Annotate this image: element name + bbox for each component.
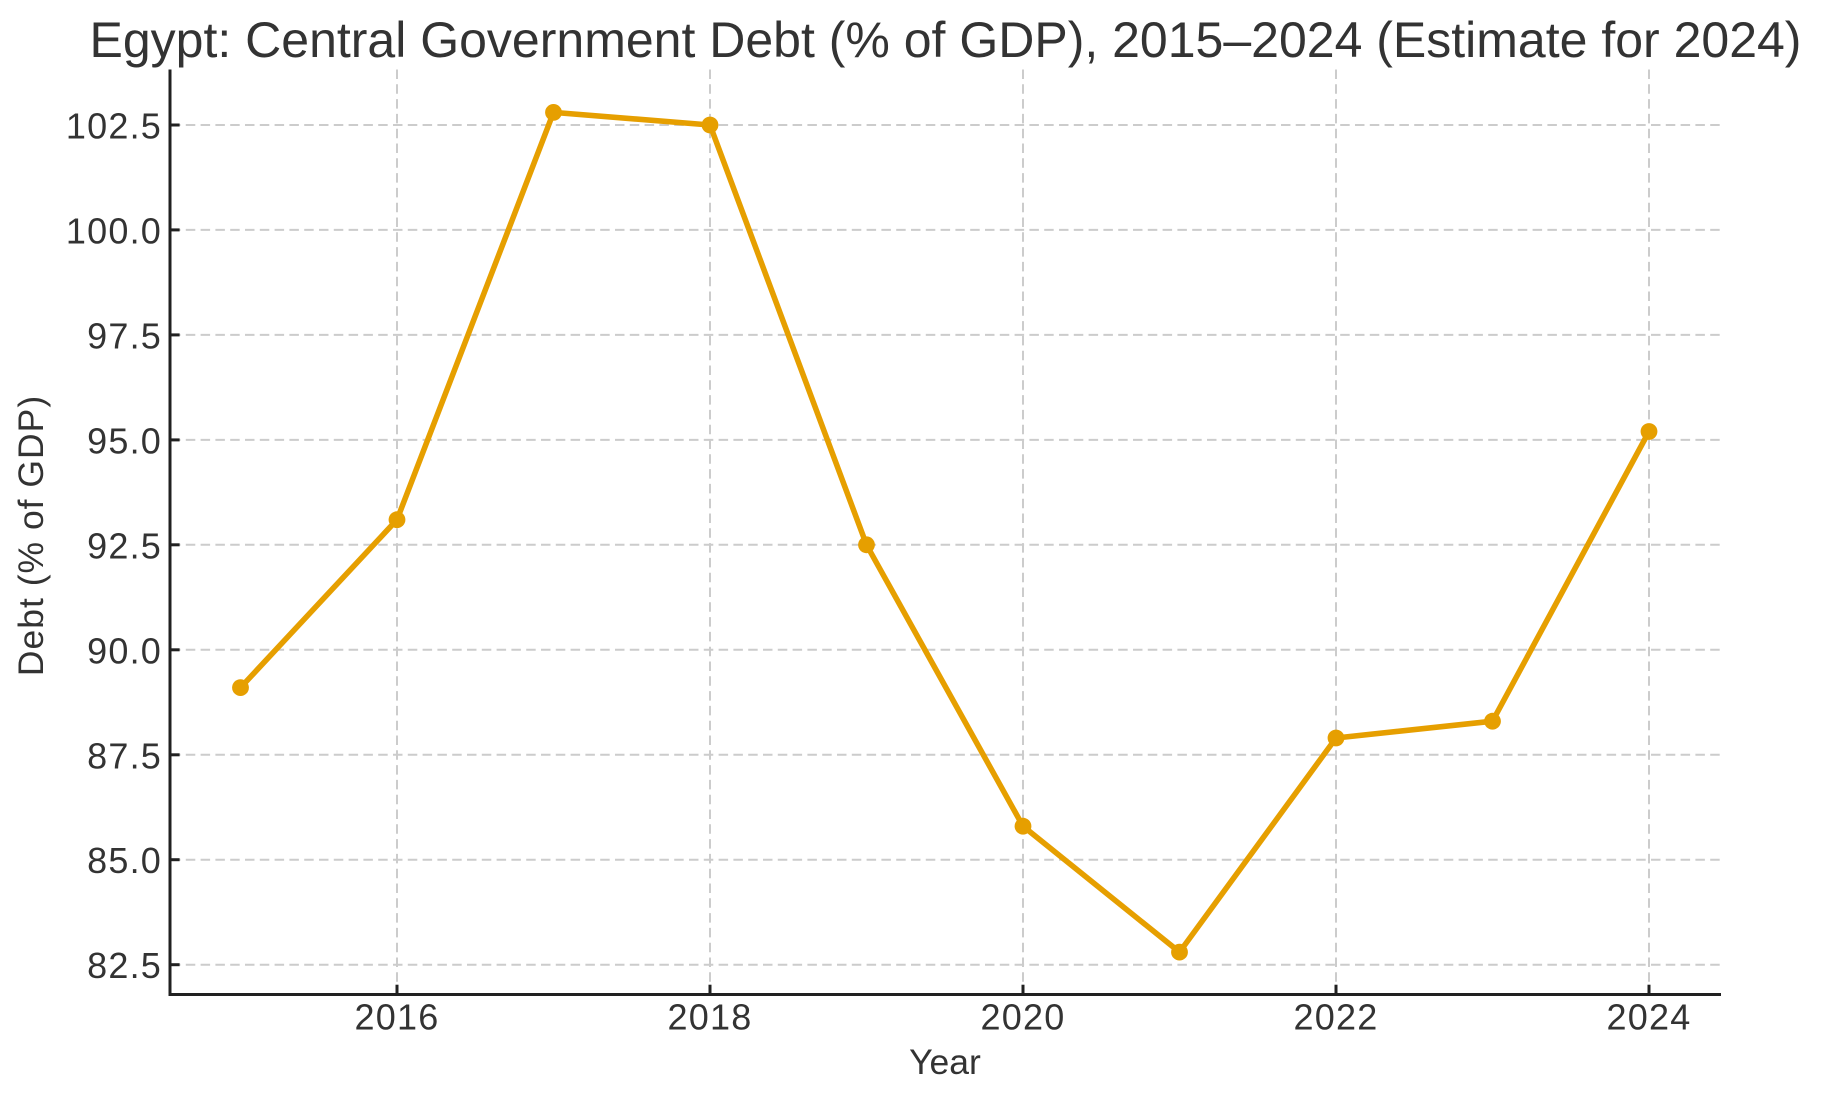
svg-text:2022: 2022 — [1294, 997, 1379, 1038]
svg-text:95.0: 95.0 — [87, 420, 162, 461]
svg-text:2016: 2016 — [355, 997, 440, 1038]
svg-text:100.0: 100.0 — [66, 210, 162, 251]
svg-text:2020: 2020 — [981, 997, 1066, 1038]
svg-text:92.5: 92.5 — [87, 525, 162, 566]
svg-text:102.5: 102.5 — [66, 106, 162, 147]
svg-text:2018: 2018 — [668, 997, 753, 1038]
svg-text:Year: Year — [909, 1042, 981, 1082]
svg-text:85.0: 85.0 — [87, 840, 162, 881]
svg-text:97.5: 97.5 — [87, 315, 162, 356]
svg-text:2024: 2024 — [1607, 997, 1692, 1038]
svg-text:90.0: 90.0 — [87, 630, 162, 671]
svg-text:Debt (% of GDP): Debt (% of GDP) — [11, 395, 51, 676]
svg-text:82.5: 82.5 — [87, 945, 162, 986]
svg-text:87.5: 87.5 — [87, 735, 162, 776]
svg-text:Egypt: Central Government Debt: Egypt: Central Government Debt (% of GDP… — [90, 12, 1802, 68]
